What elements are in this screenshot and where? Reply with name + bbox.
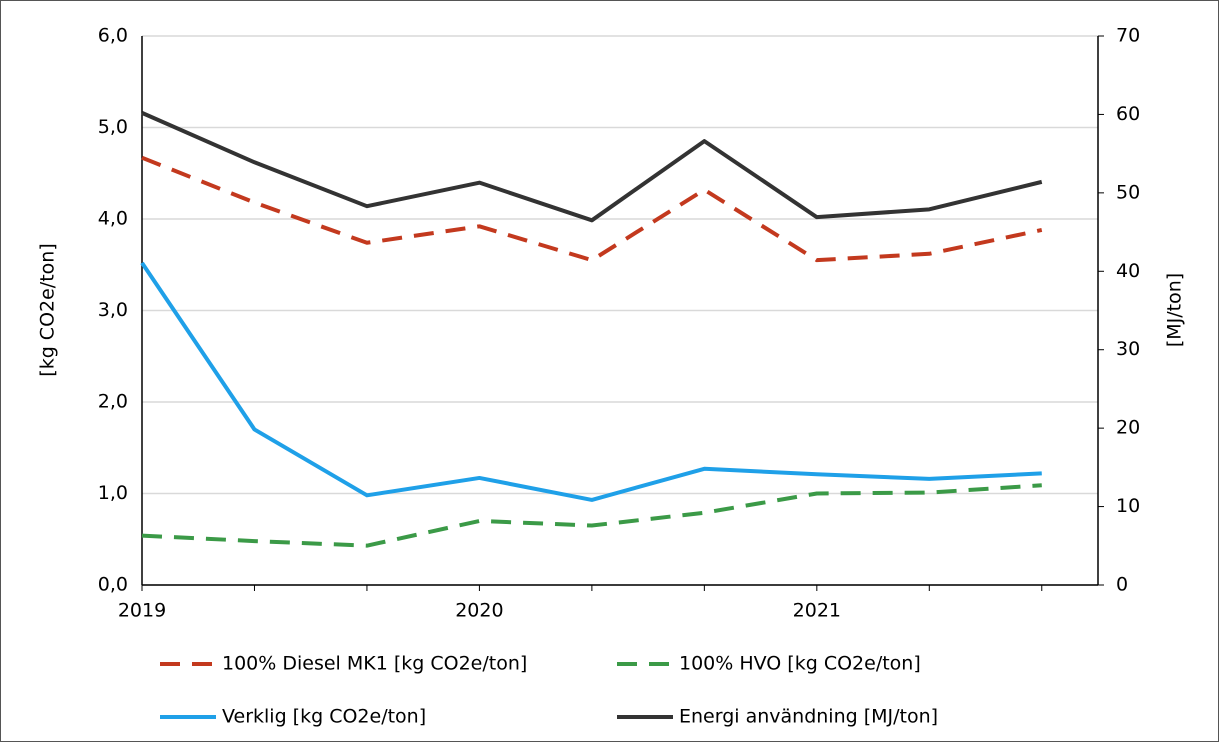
y-tick-label: 3,0 <box>98 299 128 321</box>
x-tick-label: 2020 <box>455 600 503 622</box>
y-tick-label: 5,0 <box>98 116 128 138</box>
y-axis-title: [kg CO2e/ton] <box>37 243 59 376</box>
legend-label: Verklig [kg CO2e/ton] <box>222 706 426 728</box>
y2-axis-title: [MJ/ton] <box>1164 273 1186 347</box>
y2-tick-label: 0 <box>1116 574 1128 596</box>
y2-tick-label: 10 <box>1116 495 1140 517</box>
y-tick-label: 1,0 <box>98 482 128 504</box>
series-line <box>140 261 1042 502</box>
y-tick-label: 6,0 <box>98 25 128 47</box>
y-tick-label: 4,0 <box>98 208 128 230</box>
series-line <box>141 155 1043 263</box>
y2-tick-label: 70 <box>1116 25 1140 47</box>
y-tick-label: 0,0 <box>98 574 128 596</box>
y2-tick-label: 30 <box>1116 338 1140 360</box>
y2-tick-label: 50 <box>1116 181 1140 203</box>
y2-tick-label: 40 <box>1116 260 1140 282</box>
series-line <box>141 483 1042 548</box>
x-tick-label: 2019 <box>118 600 166 622</box>
legend-label: Energi användning [MJ/ton] <box>679 706 938 728</box>
y2-tick-label: 20 <box>1116 417 1140 439</box>
y-tick-label: 2,0 <box>98 391 128 413</box>
legend-label: 100% HVO [kg CO2e/ton] <box>679 653 921 675</box>
y2-tick-label: 60 <box>1116 103 1140 125</box>
legend-label: 100% Diesel MK1 [kg CO2e/ton] <box>222 653 527 675</box>
x-tick-label: 2021 <box>793 600 841 622</box>
series-line <box>141 111 1043 223</box>
